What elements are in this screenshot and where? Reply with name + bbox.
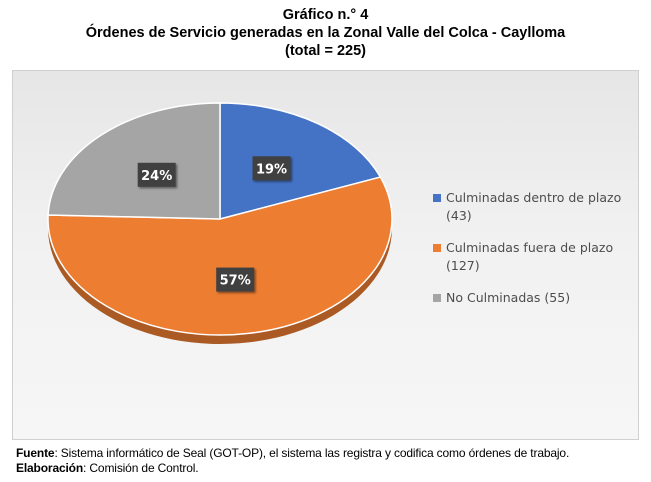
elaboration-text: : Comisión de Control.	[83, 461, 199, 475]
legend-swatch	[433, 194, 441, 202]
pie-data-label: 57%	[216, 267, 255, 292]
legend-item-fuera-plazo: Culminadas fuera de plazo (127)	[433, 239, 633, 275]
chart-subtitle: Órdenes de Servicio generadas en la Zona…	[85, 25, 566, 41]
chart-panel: 19% 57% 24% Culminadas dentro de plazo (43…	[12, 70, 639, 440]
source-text: : Sistema informático de Seal (GOT-OP), …	[54, 446, 570, 460]
pie-data-label-box	[137, 162, 176, 187]
pie-data-label-text: 24%	[141, 169, 172, 184]
legend-swatch	[433, 294, 441, 302]
legend-count: (127)	[446, 258, 480, 273]
pie-data-label: 19%	[252, 156, 291, 181]
pie-data-label-box	[216, 267, 255, 292]
source-label: Fuente	[16, 446, 55, 460]
legend-label: Culminadas fuera de plazo	[446, 240, 614, 255]
pie-data-label-text: 19%	[256, 162, 287, 177]
legend-label: Culminadas dentro de plazo	[446, 190, 622, 205]
legend-count: (43)	[446, 208, 472, 223]
pie-slices	[47, 102, 393, 336]
pie-data-label-box	[252, 156, 291, 181]
elaboration-label: Elaboración	[16, 461, 84, 475]
pie-chart: 19% 57% 24%	[47, 102, 393, 344]
chart-title: Gráfico n.° 4	[282, 7, 369, 23]
pie-data-label-text: 57%	[220, 274, 251, 289]
chart-footer: Fuente: Sistema informático de Seal (GOT…	[16, 446, 641, 476]
pie-slice	[219, 102, 382, 220]
legend-swatch	[433, 244, 441, 252]
legend-label: No Culminadas (55)	[446, 290, 571, 305]
chart-title-block: Gráfico n.° 4 Órdenes de Servicio genera…	[0, 6, 651, 60]
legend-item-dentro-plazo: Culminadas dentro de plazo (43)	[433, 189, 633, 225]
source-note: Fuente: Sistema informático de Seal (GOT…	[16, 446, 641, 461]
pie-data-labels: 19% 57% 24%	[137, 156, 291, 292]
elaboration-note: Elaboración: Comisión de Control.	[16, 461, 641, 476]
legend-item-no-culminadas: No Culminadas (55)	[433, 289, 633, 307]
chart-total: (total = 225)	[285, 43, 366, 59]
pie-data-label: 24%	[137, 162, 176, 187]
pie-slice	[47, 176, 393, 336]
chart-legend: Culminadas dentro de plazo (43) Culminad…	[433, 189, 633, 321]
pie-slice	[47, 102, 221, 220]
